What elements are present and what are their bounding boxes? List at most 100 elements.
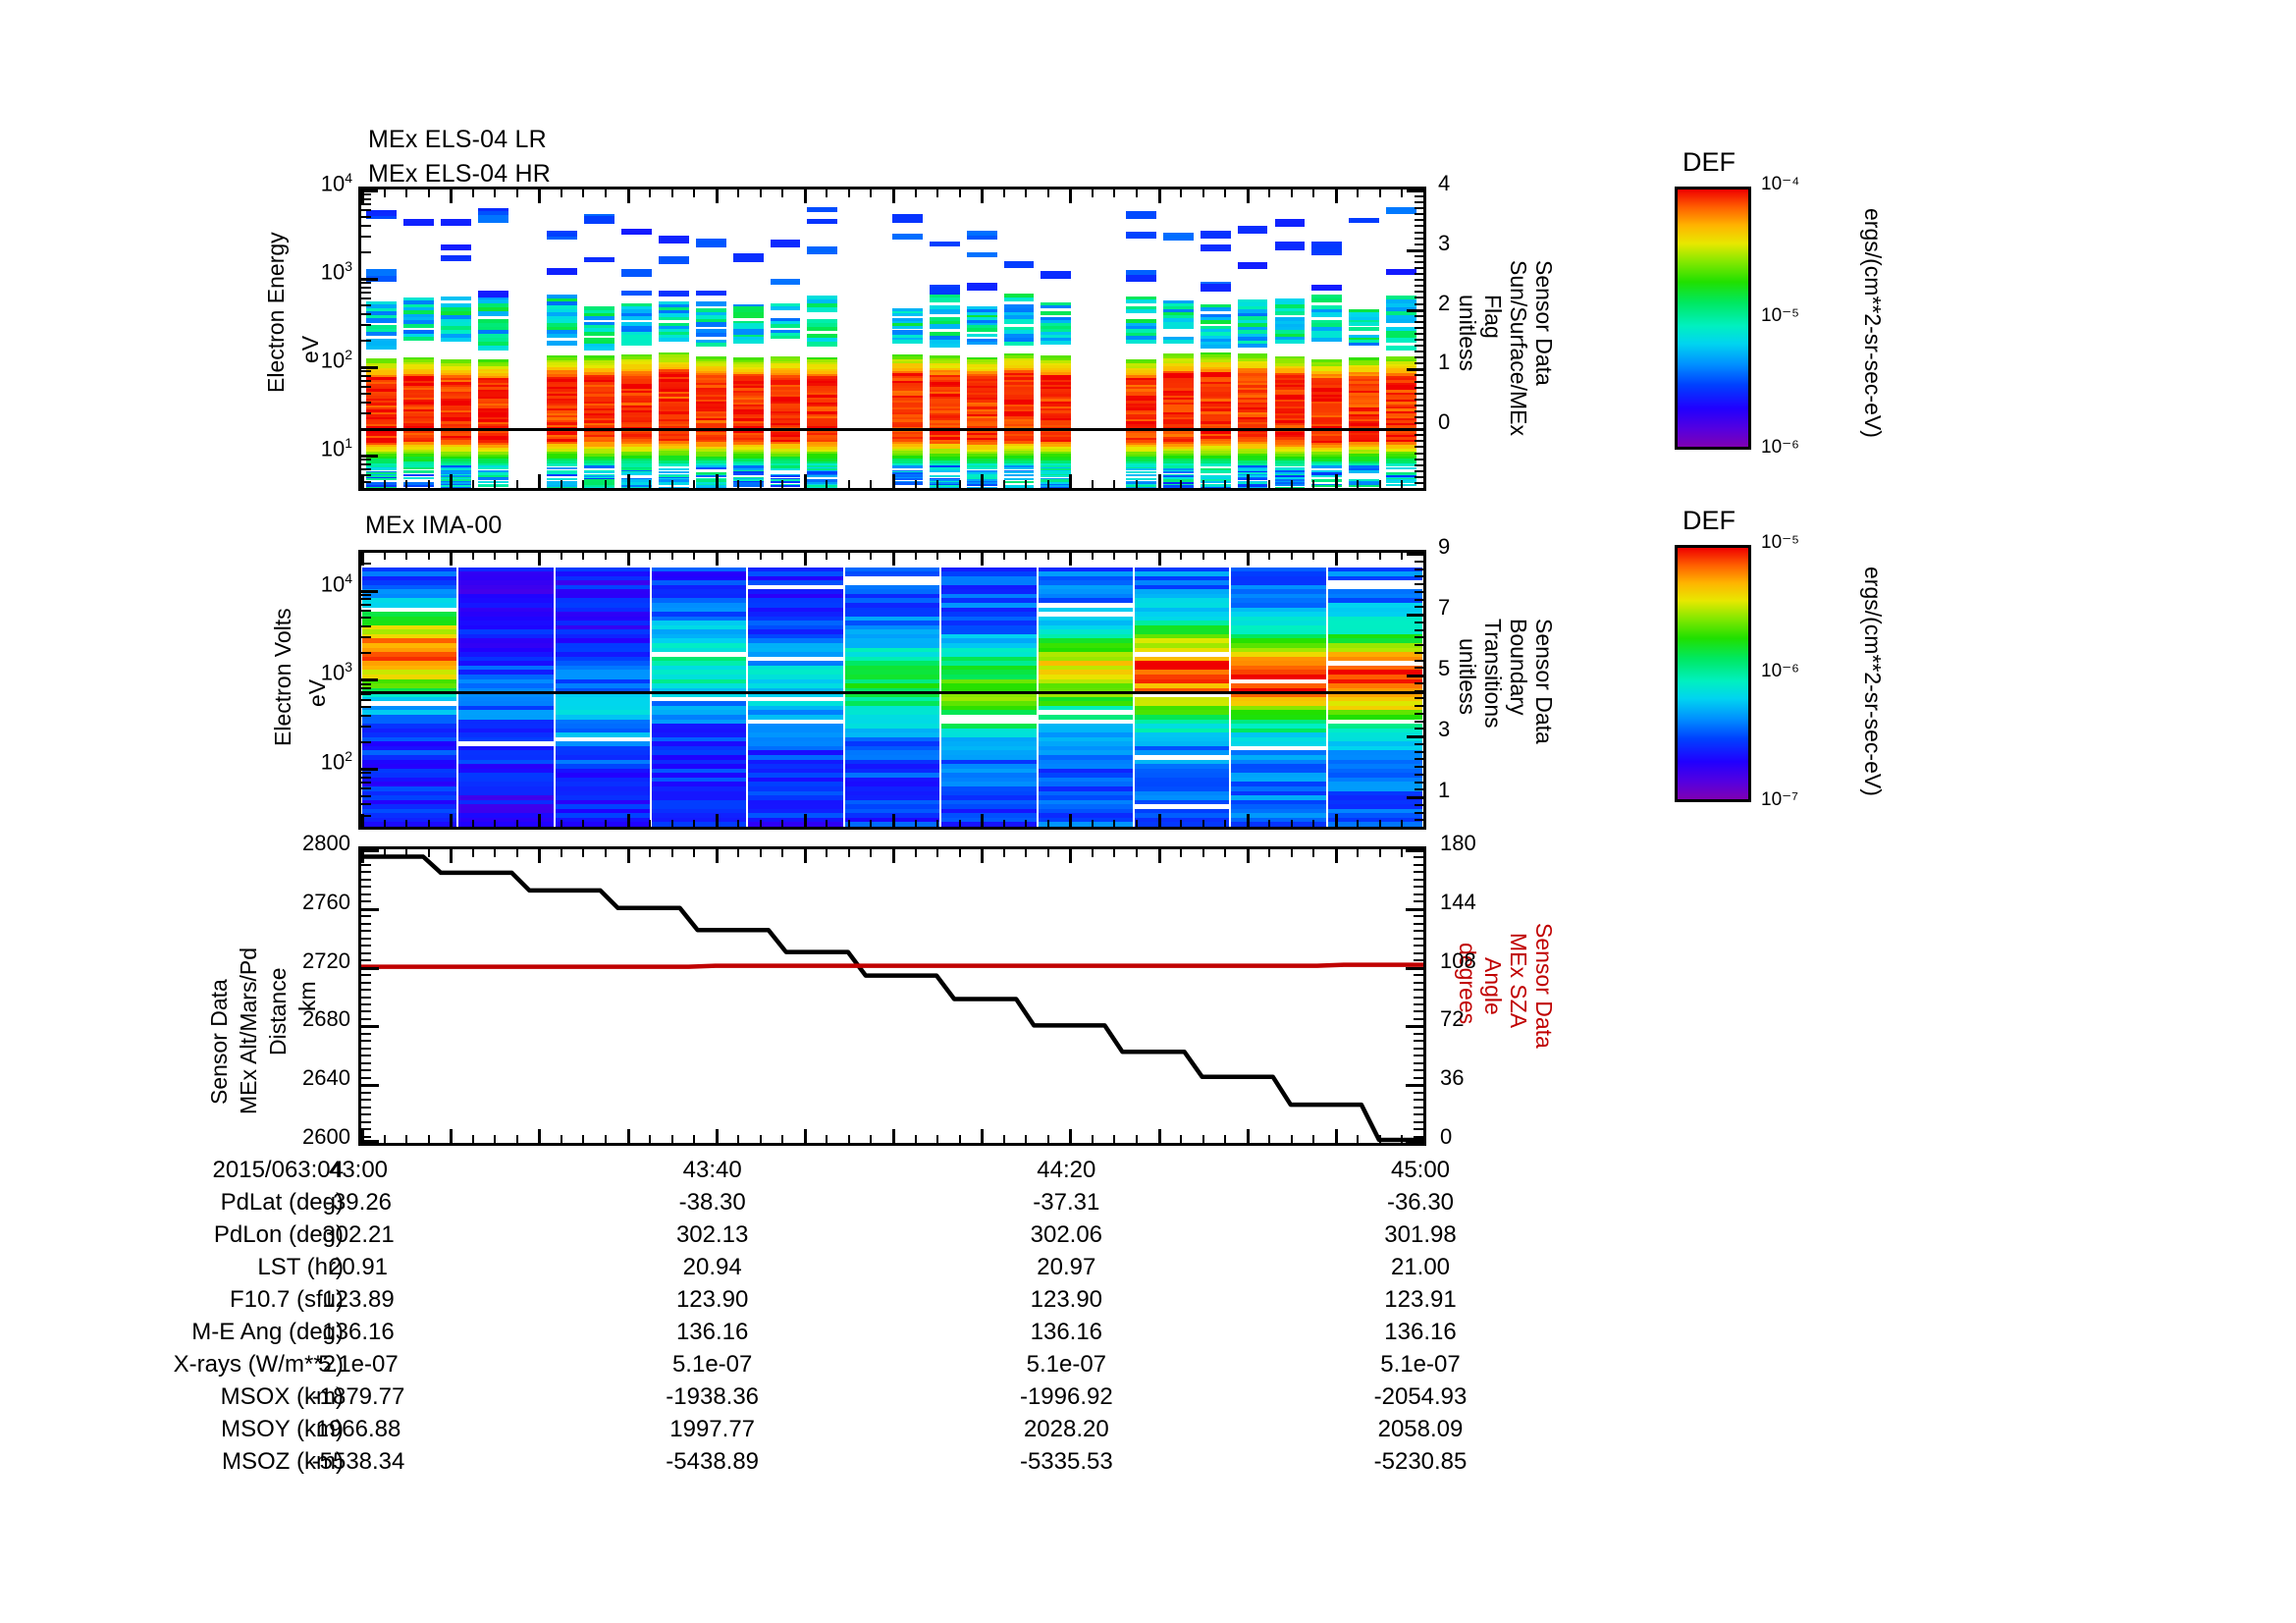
colorbar-2-min-label: 10⁻⁷ — [1761, 789, 1799, 810]
x-major-tick — [1157, 189, 1161, 203]
spectrogram-bin — [1311, 404, 1343, 407]
ion-spectrogram-bin — [1231, 736, 1326, 743]
spectrogram-bin — [366, 409, 398, 413]
spectrogram-bin — [929, 343, 960, 349]
ion-spectrogram-bin — [748, 670, 843, 676]
spectrogram-bin — [441, 389, 471, 393]
spectrogram-bin — [366, 440, 398, 444]
spectrogram-bin — [1274, 310, 1306, 315]
x-major-tick — [538, 189, 542, 203]
ion-spectrogram-bin — [652, 678, 747, 684]
spectrogram-bin — [1349, 314, 1380, 318]
ion-spectrogram-bin — [1231, 571, 1326, 577]
spectrogram-bin — [732, 393, 764, 397]
spectrogram-bin — [366, 433, 398, 437]
ion-spectrogram-bin — [844, 652, 940, 658]
ion-spectrogram-bin — [748, 598, 843, 604]
spectrogram-bin — [547, 398, 578, 403]
spectrogram-bin — [1349, 413, 1380, 417]
spectrogram-bin — [892, 380, 923, 385]
spectrogram-bin — [807, 469, 838, 472]
spectrogram-bin — [695, 430, 726, 434]
y-minor-tick — [361, 915, 371, 918]
spectrogram-bin — [621, 466, 652, 469]
right-minor-tick — [1415, 213, 1423, 216]
ion-spectrogram-bin — [1231, 607, 1326, 613]
spectrogram-bin — [770, 451, 801, 455]
spectrogram-bin — [1126, 329, 1156, 334]
panel3-plot-area[interactable] — [358, 846, 1426, 1146]
spectrogram-bin — [1126, 416, 1156, 420]
table-cell: 136.16 — [1030, 1319, 1103, 1345]
spectrogram-column — [584, 189, 615, 488]
spectrogram-bin — [441, 398, 471, 402]
spectrogram-bin — [1311, 294, 1343, 299]
spectrogram-bin — [732, 416, 764, 420]
x-minor-tick — [847, 849, 850, 857]
spectrogram-bin — [929, 384, 960, 388]
spectrogram-bin — [584, 328, 615, 333]
spectrogram-bin — [1003, 480, 1035, 484]
ion-spectrogram-bin — [941, 822, 1037, 827]
spectrogram-bin — [621, 470, 652, 474]
spectrogram-bin — [1003, 330, 1035, 335]
spectrogram-bin — [366, 426, 398, 430]
spectrogram-bin — [1237, 434, 1268, 438]
x-minor-tick — [1113, 1135, 1116, 1143]
spectrogram-bin — [1162, 406, 1194, 411]
x-major-tick — [892, 189, 895, 203]
spectrogram-bin — [1003, 387, 1035, 391]
ion-spectrogram-bin — [941, 790, 1037, 796]
spectrogram-bin — [547, 434, 578, 438]
ion-spectrogram-bin — [748, 782, 843, 787]
x-major-tick — [1423, 474, 1426, 488]
panel2-plot-area[interactable] — [358, 550, 1426, 830]
spectrogram-bin — [478, 299, 508, 304]
spectrogram-bin — [1003, 341, 1035, 347]
right-minor-tick — [1415, 195, 1423, 198]
right-minor-tick — [1415, 374, 1423, 377]
spectrogram-bin — [478, 454, 508, 458]
ion-spectrogram-bin — [748, 661, 843, 667]
x-major-tick — [450, 474, 454, 488]
spectrogram-bin — [658, 366, 689, 371]
spectrogram-bin — [441, 459, 471, 462]
spectrogram-bin — [732, 454, 764, 458]
x-minor-tick — [427, 849, 430, 857]
spectrogram-bin — [621, 409, 652, 413]
spectrogram-bin — [1041, 271, 1072, 280]
right-minor-tick — [1414, 966, 1423, 969]
ion-spectrogram-bin — [555, 624, 651, 631]
ion-spectrogram-bin — [1038, 665, 1133, 672]
spectrogram-bin — [892, 310, 923, 314]
spectrogram-bin — [1311, 399, 1343, 403]
spectrogram-bin — [1126, 336, 1156, 341]
x-major-tick — [1069, 474, 1073, 488]
spectrogram-bin — [966, 231, 997, 237]
spectrogram-bin — [1274, 368, 1306, 372]
spectrogram-bin — [892, 405, 923, 408]
spectrogram-bin — [1237, 409, 1268, 413]
spectrogram-bin — [584, 396, 615, 400]
panel1-plot-area[interactable] — [358, 187, 1426, 491]
ion-gap-bin — [1134, 652, 1230, 658]
spectrogram-bin — [658, 426, 689, 430]
spectrogram-bin — [1200, 438, 1231, 442]
spectrogram-bin — [929, 460, 960, 464]
spectrogram-bin — [658, 391, 689, 396]
ion-gap-bin — [652, 696, 747, 703]
x-minor-tick — [560, 849, 562, 857]
spectrogram-bin — [1386, 473, 1416, 477]
right-major-tick — [1407, 189, 1423, 192]
spectrogram-bin — [441, 423, 471, 427]
spectrogram-bin — [892, 365, 923, 370]
spectrogram-bin — [892, 398, 923, 402]
spectrogram-bin — [478, 480, 508, 484]
spectrogram-bin — [770, 444, 801, 448]
spectrogram-bin — [1126, 485, 1156, 488]
ion-spectrogram-bin — [748, 768, 843, 775]
spectrogram-bin — [547, 315, 578, 321]
x-major-tick — [626, 189, 630, 203]
spectrogram-bin — [1311, 435, 1343, 439]
spectrogram-bin — [1274, 389, 1306, 394]
